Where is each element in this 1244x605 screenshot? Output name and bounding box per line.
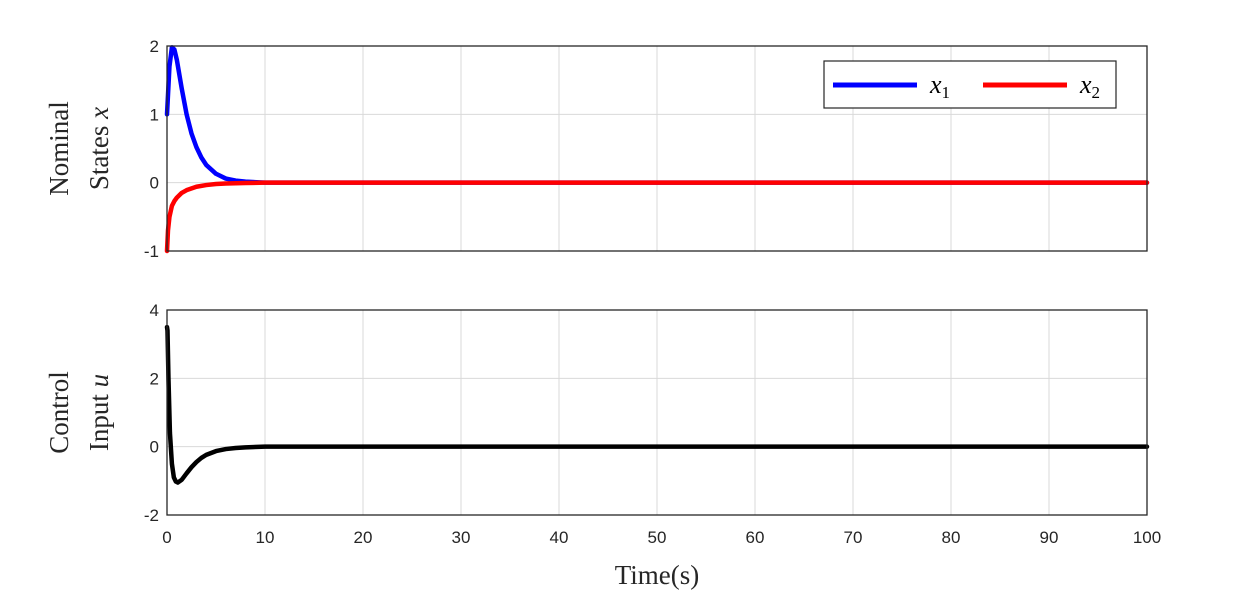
- top-tick-labels: -1 0 1 2: [144, 37, 159, 261]
- y-tick-label: 0: [150, 438, 159, 457]
- y-tick-label: 1: [150, 105, 159, 124]
- y-tick-label: -2: [144, 506, 159, 525]
- top-ylabel-line2: States x: [84, 107, 114, 190]
- bottom-series: [164, 324, 1150, 485]
- legend: x1 x2: [823, 60, 1117, 109]
- bottom-ylabel-line1: Control: [44, 371, 74, 454]
- legend-label-x2: x2: [1079, 70, 1100, 102]
- x-tick-label: 30: [452, 528, 471, 547]
- bottom-ylabel-symbol: u: [84, 374, 114, 388]
- x-tick-label: 10: [256, 528, 275, 547]
- bottom-axes-frame: [166, 309, 1148, 516]
- x-tick-label: 50: [648, 528, 667, 547]
- x-tick-label: 100: [1133, 528, 1161, 547]
- y-tick-label: 2: [150, 369, 159, 388]
- series-line-u: [164, 324, 1150, 485]
- top-series: [164, 45, 1150, 254]
- legend-label-x1: x1: [929, 70, 950, 102]
- x-tick-label: 60: [746, 528, 765, 547]
- top-ylabel-line1: Nominal: [44, 101, 74, 196]
- bottom-ylabel-line2: Input u: [84, 374, 114, 451]
- x-tick-label: 90: [1040, 528, 1059, 547]
- top-axes-frame: [166, 45, 1148, 252]
- x-tick-label: 80: [942, 528, 961, 547]
- top-ylabel-symbol: x: [84, 107, 114, 120]
- x-tick-label: 70: [844, 528, 863, 547]
- x-tick-label: 0: [162, 528, 171, 547]
- x-axis-label: Time(s): [615, 560, 700, 590]
- bottom-ylabel-word: Input: [84, 387, 114, 451]
- series-line-x2: [164, 180, 1150, 254]
- x-tick-label: 40: [550, 528, 569, 547]
- x-tick-label: 20: [354, 528, 373, 547]
- y-tick-label: 2: [150, 37, 159, 56]
- top-ylabel-word: States: [84, 119, 114, 190]
- y-tick-label: 0: [150, 174, 159, 193]
- y-tick-label: 4: [150, 301, 159, 320]
- top-subplot-states: -1 0 1 2 Nominal States x x1 x2: [44, 37, 1150, 261]
- y-tick-label: -1: [144, 242, 159, 261]
